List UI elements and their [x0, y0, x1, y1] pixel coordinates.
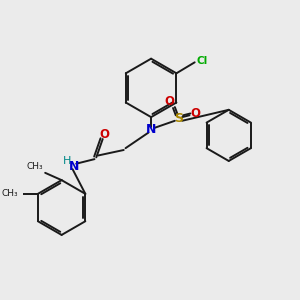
- Text: N: N: [146, 123, 156, 136]
- Text: O: O: [164, 95, 174, 108]
- Text: O: O: [100, 128, 110, 141]
- Text: Cl: Cl: [196, 56, 208, 66]
- Text: CH₃: CH₃: [1, 189, 18, 198]
- Text: S: S: [174, 112, 183, 125]
- Text: H: H: [63, 156, 71, 166]
- Text: O: O: [191, 107, 201, 120]
- Text: N: N: [69, 160, 80, 173]
- Text: CH₃: CH₃: [27, 162, 43, 171]
